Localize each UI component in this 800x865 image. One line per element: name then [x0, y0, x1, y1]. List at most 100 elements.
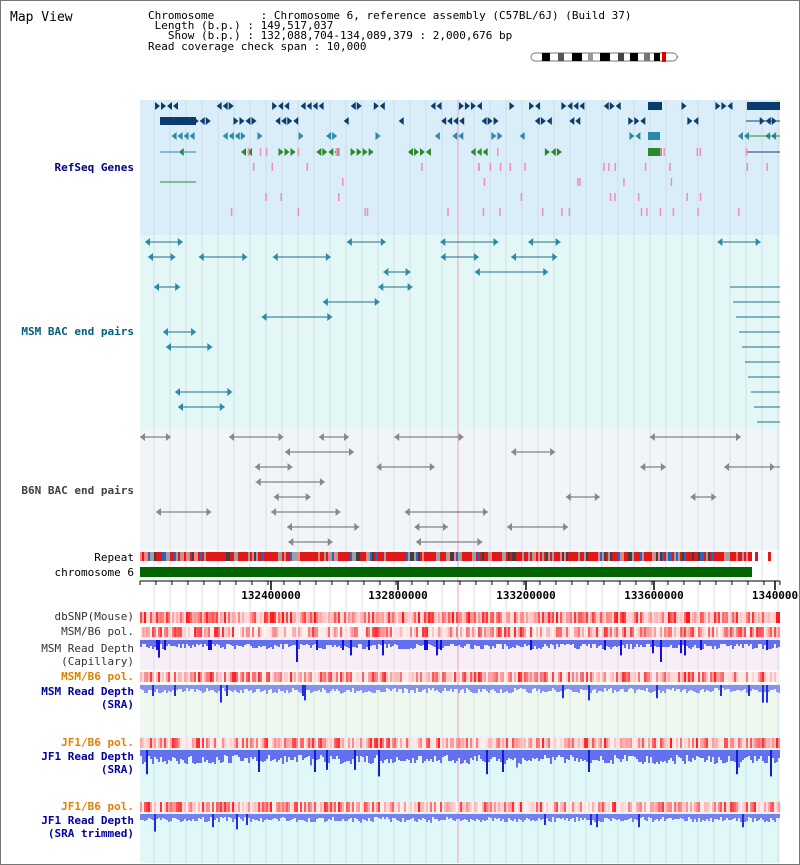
- jf1-b6-pol-heat-cell: [452, 738, 454, 748]
- dbsnp-heat-cell: [384, 612, 386, 623]
- feature-block: [388, 552, 390, 561]
- jf1-b6-pol-heat-cell: [448, 738, 450, 748]
- msm-b6-pol-2-heat-cell: [176, 672, 178, 682]
- jf1-b6-pol-heat-cell: [696, 738, 698, 748]
- feature-block: [190, 552, 192, 561]
- msm-b6-pol-2-heat-cell: [262, 672, 264, 682]
- msm-cap-depth-bar: [628, 640, 630, 649]
- feature-block: [452, 552, 454, 561]
- dbsnp-heat-cell: [728, 612, 730, 623]
- dbsnp-heat-cell: [262, 612, 264, 623]
- jf1-b6-pol-2-heat-cell: [398, 802, 400, 812]
- feature-arrow: [288, 538, 294, 546]
- msm-cap-depth-bar: [754, 640, 756, 648]
- jf1-b6-pol-2-heat-cell: [266, 802, 268, 812]
- feature-block: [482, 552, 484, 561]
- jf1-b6-pol-2-heat-cell: [478, 802, 480, 812]
- msm-b6-pol-heat-cell: [634, 627, 636, 637]
- msm-b6-pol-heat-cell: [362, 627, 364, 637]
- msm-cap-depth-bar: [252, 640, 254, 648]
- msm-sra-depth-bar: [714, 685, 716, 688]
- jf1-b6-pol-heat-cell: [144, 738, 146, 748]
- msm-cap-depth-bar: [622, 640, 624, 645]
- jf1-sra-depth-bar: [716, 750, 718, 763]
- jf1-b6-pol-heat-cell: [570, 738, 572, 748]
- jf1-b6-pol-heat-cell: [526, 738, 528, 748]
- jf1-sra-depth-bar: [598, 750, 600, 761]
- feature-arrow: [327, 538, 333, 546]
- jf1-trim-depth-bar: [706, 814, 708, 819]
- dbsnp-heat-cell: [772, 612, 774, 623]
- feature-block: [714, 552, 716, 561]
- dbsnp-heat-cell: [260, 612, 262, 623]
- jf1-b6-pol-heat-cell: [310, 738, 312, 748]
- msm-b6-pol-2-heat-cell: [296, 672, 298, 682]
- jf1-trim-depth-bar: [330, 814, 332, 820]
- msm-cap-depth-bar: [536, 640, 538, 649]
- msm-sra-depth-bar: [364, 685, 366, 692]
- dbsnp-heat-cell: [306, 612, 308, 623]
- jf1-sra-depth-bar: [584, 750, 586, 760]
- feature-arrow: [693, 117, 699, 125]
- msm-sra-depth-bar: [418, 685, 420, 692]
- msm-b6-pol-2-heat-cell: [706, 672, 708, 682]
- msm-sra-depth-bar: [296, 685, 298, 690]
- jf1-b6-pol-heat-cell: [342, 738, 344, 748]
- msm-sra-depth-bar: [594, 685, 596, 689]
- chromosome-ideogram[interactable]: [530, 52, 680, 62]
- feature-block: [577, 178, 579, 186]
- dbsnp-heat-cell: [466, 612, 468, 623]
- dbsnp-heat-cell: [446, 612, 448, 623]
- jf1-b6-pol-2-heat-cell: [528, 802, 530, 812]
- jf1-b6-pol-heat-cell: [214, 738, 216, 748]
- jf1-b6-pol-heat-cell: [404, 738, 406, 748]
- jf1-sra-depth-bar: [340, 750, 342, 764]
- dbsnp-heat-cell: [458, 612, 460, 623]
- msm-b6-pol-2-heat-cell: [726, 672, 728, 682]
- jf1-sra-depth-bar: [312, 750, 314, 759]
- feature-block: [324, 552, 326, 561]
- msm-cap-depth-bar: [496, 640, 498, 644]
- jf1-b6-pol-heat-cell: [380, 738, 382, 748]
- jf1-b6-pol-2-heat-cell: [514, 802, 516, 812]
- msm-sra-depth-bar: [338, 685, 340, 691]
- dbsnp-heat-cell: [162, 612, 164, 623]
- dbsnp-heat-cell: [326, 612, 328, 623]
- jf1-trim-depth-bar: [602, 814, 604, 822]
- jf1-b6-pol-2-heat-cell: [342, 802, 344, 812]
- feature-block: [270, 552, 272, 561]
- msm-b6-pol-heat-cell: [512, 627, 514, 637]
- msm-b6-pol-2-heat-cell: [434, 672, 436, 682]
- msm-b6-pol-heat-cell: [250, 627, 252, 637]
- msm-sra-depth-bar: [654, 685, 656, 691]
- msm-b6-pol-heat-cell: [558, 627, 560, 637]
- jf1-b6-pol-heat-cell: [464, 738, 466, 748]
- jf1-sra-depth-bar: [352, 750, 354, 759]
- dbsnp-heat-cell: [570, 612, 572, 623]
- jf1-b6-pol-heat-cell: [324, 738, 326, 748]
- dbsnp-heat-cell: [560, 612, 562, 623]
- dbsnp-heat-cell: [254, 612, 256, 623]
- jf1-sra-depth-bar: [242, 750, 244, 761]
- jf1-trim-depth-bar: [776, 814, 778, 818]
- feature-block: [737, 208, 740, 216]
- jf1-b6-pol-heat-cell: [242, 738, 244, 748]
- jf1-sra-depth-bar: [402, 750, 404, 761]
- feature-arrow: [529, 102, 535, 110]
- msm-b6-pol-heat-cell: [590, 627, 592, 637]
- dbsnp-heat-cell: [426, 612, 428, 623]
- jf1-b6-pol-2-heat-cell: [160, 802, 162, 812]
- jf1-sra-depth-bar: [710, 750, 712, 762]
- jf1-b6-pol-2-heat-cell: [454, 802, 456, 812]
- msm-b6-pol-heat-cell: [608, 627, 610, 637]
- dbsnp-heat-cell: [700, 612, 702, 623]
- msm-sra-depth-bar: [406, 685, 408, 689]
- jf1-b6-pol-2-heat-cell: [584, 802, 586, 812]
- jf1-b6-pol-2-heat-cell: [754, 802, 756, 812]
- jf1-trim-depth-bar: [176, 814, 178, 819]
- jf1-trim-depth-bar: [560, 814, 562, 819]
- jf1-b6-pol-2-heat-cell: [676, 802, 678, 812]
- dbsnp-heat-cell: [344, 612, 346, 623]
- dbsnp-heat-cell: [250, 612, 252, 623]
